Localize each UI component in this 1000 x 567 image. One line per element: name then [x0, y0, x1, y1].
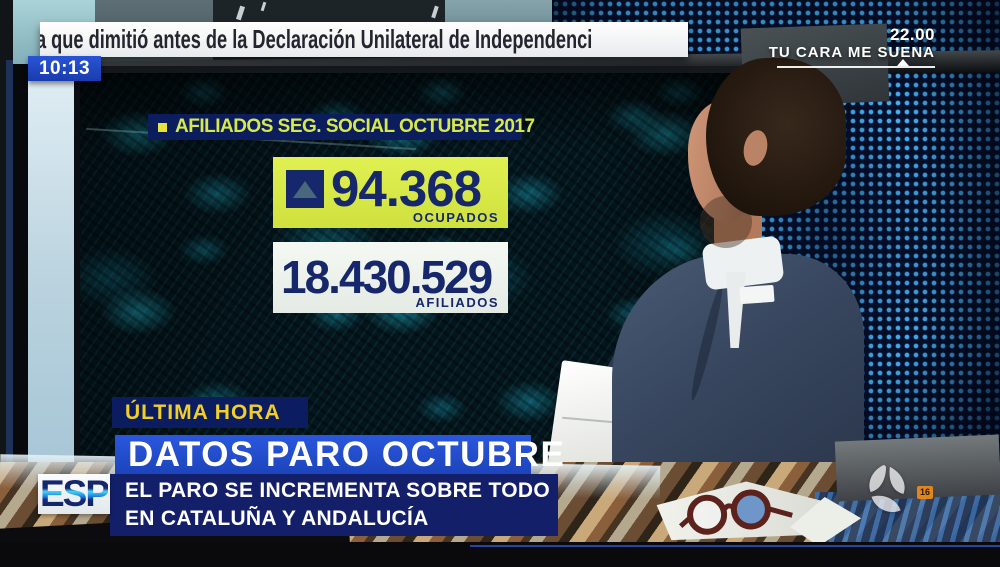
stat-box-afiliados: 18.430.529 AFILIADOS: [273, 242, 508, 313]
promo-underline: [777, 66, 935, 68]
pocket-square: [739, 284, 775, 305]
studio-left-wall-accent: [6, 60, 13, 567]
age-rating-badge: 16: [917, 486, 933, 499]
lower-third-headline: DATOS PARO OCTUBRE: [115, 435, 564, 474]
glasses-icon: [678, 489, 793, 535]
infographic-header-text: AFILIADOS SEG. SOCIAL OCTUBRE 2017: [175, 116, 535, 137]
lower-third-details: EL PARO SE INCREMENTA SOBRE TODO EN CATA…: [110, 474, 558, 536]
stat-value: 94.368: [331, 160, 482, 217]
news-ticker: a que dimitió antes de la Declaración Un…: [40, 22, 688, 57]
time-badge: 10:13: [28, 56, 101, 81]
infographic-header-bar: AFILIADOS SEG. SOCIAL OCTUBRE 2017: [148, 114, 535, 140]
ticker-text: a que dimitió antes de la Declaración Un…: [40, 24, 593, 54]
stat-value: 18.430.529: [281, 251, 493, 303]
stat-box-ocupados: 94.368 OCUPADOS: [273, 157, 508, 228]
antena3-logo-icon: [869, 464, 905, 513]
presenter-hair: [706, 58, 846, 216]
program-logo-text: ESP: [39, 473, 110, 514]
promo-block: 22.00 TU CARA ME SUENA: [640, 26, 935, 62]
increase-square-icon: [286, 170, 324, 208]
studio-panel-edge: [74, 64, 80, 567]
bullet-square-icon: [158, 122, 167, 132]
triangle-up-icon: [897, 59, 909, 66]
studio-left-wall: [13, 64, 28, 567]
stat-label: OCUPADOS: [412, 210, 499, 225]
detail-line-2: EN CATALUÑA Y ANDALUCÍA: [125, 507, 429, 530]
program-logo-badge: ESP: [38, 473, 110, 514]
promo-show-title: TU CARA ME SUENA: [768, 44, 935, 61]
desk-accent-line: [470, 545, 1000, 547]
promo-time: 22.00: [889, 25, 935, 44]
stat-label: AFILIADOS: [415, 295, 499, 310]
detail-line-1: EL PARO SE INCREMENTA SOBRE TODO: [125, 479, 550, 502]
breaking-news-kicker: ÚLTIMA HORA: [112, 397, 308, 428]
triangle-up-icon: [293, 180, 317, 198]
